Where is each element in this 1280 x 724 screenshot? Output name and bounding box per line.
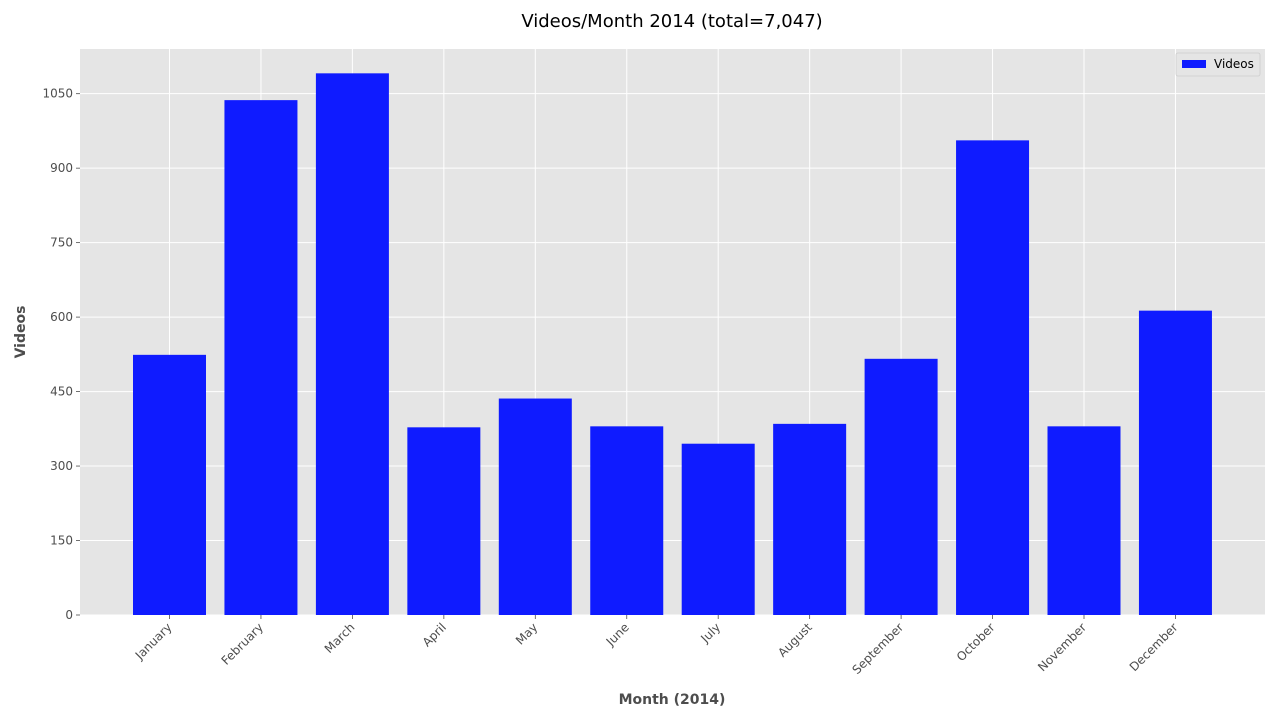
x-tick-label: May: [513, 620, 540, 647]
y-tick-label: 150: [50, 534, 73, 548]
y-tick-label: 450: [50, 385, 73, 399]
bar-october: [956, 140, 1030, 616]
x-tick-label: October: [954, 620, 998, 664]
bar-september: [864, 358, 938, 615]
y-tick-label: 0: [65, 608, 73, 622]
x-tick-label: November: [1035, 620, 1089, 674]
bar-august: [773, 423, 847, 615]
bar-december: [1138, 310, 1212, 615]
legend-swatch: [1182, 60, 1206, 68]
x-tick-label: September: [849, 620, 906, 677]
x-tick-label: December: [1127, 620, 1181, 674]
chart-title: Videos/Month 2014 (total=7,047): [521, 11, 822, 32]
x-tick-label: March: [322, 620, 358, 656]
bar-may: [498, 398, 572, 615]
x-tick-label: February: [219, 620, 267, 668]
bars: [133, 73, 1212, 616]
legend: Videos: [1175, 52, 1261, 77]
x-tick-label: August: [775, 620, 815, 660]
bar-april: [407, 427, 481, 615]
y-tick-label: 300: [50, 459, 73, 473]
x-tick-label: June: [603, 620, 632, 649]
y-tick-label: 900: [50, 161, 73, 175]
legend-box: [1175, 52, 1261, 77]
x-tick-label: July: [697, 620, 723, 646]
x-axis-title: Month (2014): [619, 692, 726, 708]
x-tick-label: April: [420, 620, 449, 649]
y-tick-label: 600: [50, 310, 73, 324]
bar-january: [133, 354, 206, 615]
bar-june: [590, 426, 664, 615]
bar-february: [224, 100, 298, 615]
legend-label: Videos: [1214, 57, 1254, 71]
bar-november: [1047, 426, 1121, 615]
bar-march: [315, 73, 389, 616]
y-axis-ticks: 0 150 300 450 600 750 900 1050: [42, 87, 80, 622]
bar-july: [681, 443, 755, 615]
x-axis-ticks: January February March April May June July Augu…: [132, 615, 1181, 677]
y-axis-title: Videos: [13, 306, 29, 359]
x-tick-label: January: [132, 620, 175, 663]
y-tick-label: 1050: [42, 87, 73, 101]
y-tick-label: 750: [50, 236, 73, 250]
